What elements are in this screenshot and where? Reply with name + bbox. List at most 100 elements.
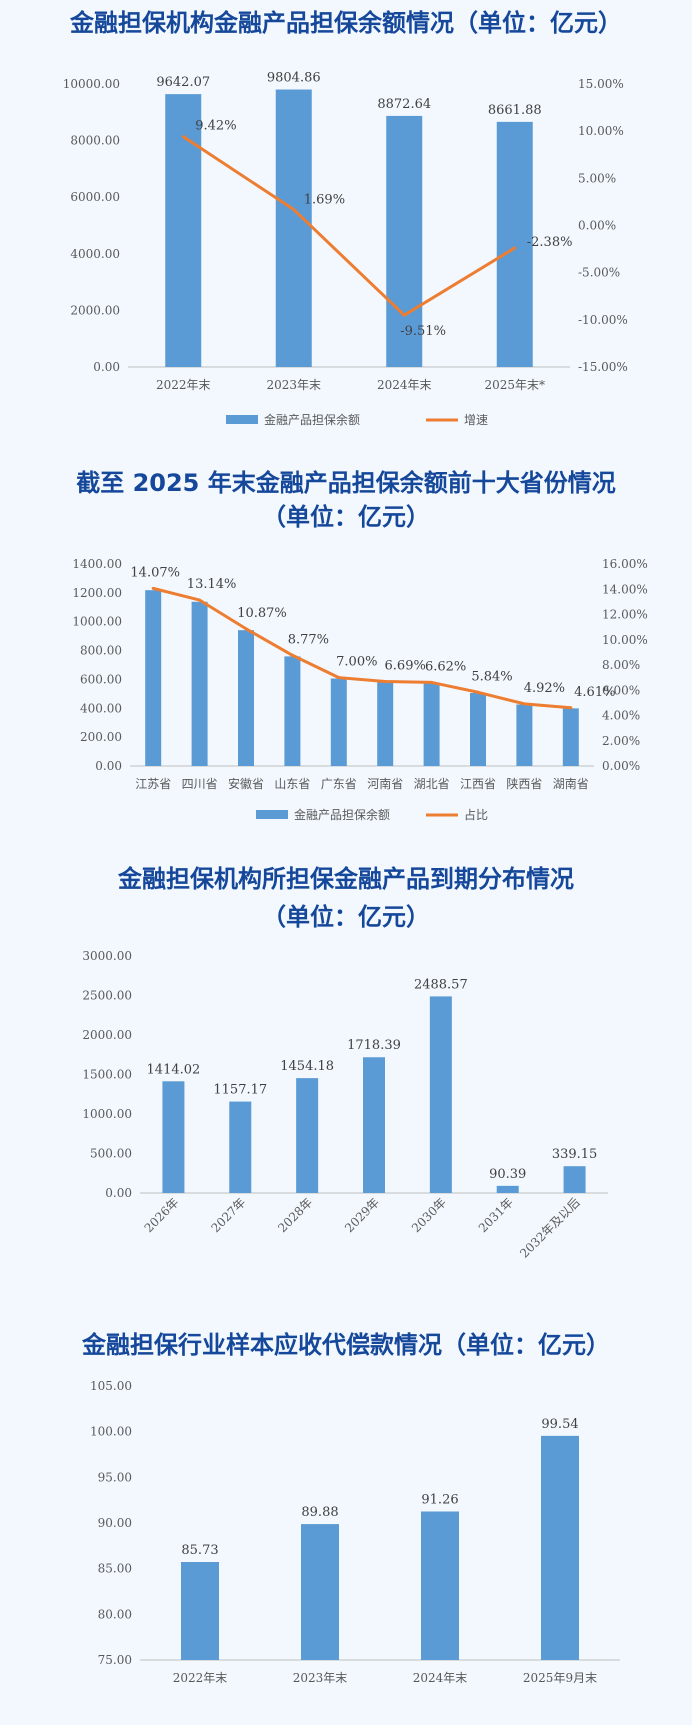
chart2-legend-swatch: [256, 810, 288, 819]
chart2-bar: [145, 590, 162, 766]
chart3-bar: [296, 1078, 319, 1193]
chart3-bar-label: 1718.39: [347, 1038, 401, 1053]
chart2-y2-tick: 6.00%: [602, 683, 640, 697]
chart1-line-point: [181, 135, 185, 139]
chart1-line-label: 1.69%: [304, 193, 345, 208]
chart2-line-label: 6.62%: [425, 659, 466, 674]
chart2-line-point: [244, 627, 248, 631]
chart2-bar: [284, 656, 301, 766]
chart1-y2-tick: 10.00%: [578, 124, 624, 138]
chart2-line-point: [151, 586, 155, 590]
chart1-x-tick: 2022年末: [156, 378, 211, 392]
chart2-line-point: [476, 690, 480, 694]
chart2-bar: [562, 708, 579, 766]
chart4-y-tick: 80.00: [98, 1607, 132, 1621]
chart2-line-point: [569, 706, 573, 710]
chart2-x-tick: 安徽省: [228, 776, 264, 791]
chart3-title-line2: （单位：亿元）: [262, 903, 430, 931]
chart2-y2-tick: 2.00%: [602, 734, 640, 748]
chart2-line-label: 8.77%: [288, 632, 329, 647]
chart2-y-tick: 0.00: [95, 759, 122, 773]
chart2-line-label: 4.92%: [524, 681, 565, 696]
chart2-y-tick: 200.00: [80, 730, 122, 744]
chart2-svg: 0.00 200.00 400.00 600.00 800.00 1000.00 1200.…: [72, 557, 647, 822]
chart2-line-label: 10.87%: [237, 606, 287, 621]
chart2-line-point: [383, 680, 387, 684]
chart1-y2-tick: -5.00%: [578, 266, 620, 280]
chart1-svg: 0.00 2000.00 4000.00 6000.00 8000.00 10000.00…: [63, 71, 628, 427]
chart3-bar-label: 1414.02: [147, 1062, 201, 1077]
chart1-line: [182, 135, 516, 317]
chart3-bar-label: 1454.18: [280, 1059, 334, 1074]
chart4-y-tick: 100.00: [90, 1425, 132, 1439]
chart2-legend-label: 金融产品担保余额: [294, 807, 390, 822]
chart1-line-point: [402, 313, 406, 317]
chart1-bar: [496, 121, 533, 367]
chart4-bar: [421, 1511, 459, 1660]
chart3-bar: [496, 1185, 519, 1193]
chart3-y-tick: 500.00: [90, 1147, 132, 1161]
chart1-line-point: [292, 208, 296, 212]
chart3-y-tick: 2000.00: [82, 1028, 132, 1042]
chart1-y2-tick: 0.00%: [578, 219, 616, 233]
chart2-line-label: 6.69%: [385, 659, 426, 674]
chart2-y-tick: 1000.00: [72, 615, 122, 629]
chart3-bar: [229, 1101, 252, 1193]
chart4-bar-label: 91.26: [421, 1492, 458, 1507]
chart3-y-tick: 3000.00: [82, 949, 132, 963]
chart1-y2-tick: 5.00%: [578, 171, 616, 185]
chart2-bar: [470, 693, 486, 766]
chart4-bar-label: 89.88: [301, 1505, 338, 1520]
chart1-y-tick: 4000.00: [70, 247, 120, 261]
chart2-line-label: 13.14%: [187, 577, 237, 592]
chart2-bar: [191, 601, 208, 766]
chart4-bar: [301, 1524, 339, 1660]
chart1-title: 金融担保机构金融产品担保余额情况（单位：亿元）: [70, 9, 622, 37]
chart2-line: [152, 586, 571, 710]
chart2-x-tick: 江苏省: [135, 777, 171, 791]
chart2-legend-label: 占比: [464, 807, 488, 822]
chart2-bar: [377, 682, 394, 766]
chart4-y-tick: 75.00: [98, 1653, 132, 1667]
chart2-y-tick: 1400.00: [72, 557, 122, 571]
chart2-x-tick: 山东省: [274, 777, 310, 791]
chart2-x-tick: 四川省: [182, 777, 218, 791]
chart2-bar: [516, 704, 533, 766]
chart2-line-label: 4.61%: [574, 685, 615, 700]
chart1-legend-label: 增速: [464, 413, 488, 427]
chart2-y2-tick: 8.00%: [602, 658, 640, 672]
chart3-y-tick: 2500.00: [82, 989, 132, 1003]
chart1-y-tick: 10000.00: [63, 77, 120, 91]
chart3-svg: 0.00 500.00 1000.00 1500.00 2000.00 2500.00 30…: [82, 949, 608, 1261]
chart4-y-tick: 90.00: [98, 1516, 132, 1530]
chart3-title-line1: 金融担保机构所担保金融产品到期分布情况: [118, 865, 574, 893]
chart3-bar-label: 2488.57: [414, 977, 468, 992]
chart2-line-label: 5.84%: [471, 669, 512, 684]
chart1-bar: [165, 94, 202, 367]
chart4-x-tick: 2022年末: [173, 1671, 228, 1685]
chart4-x-tick: 2023年末: [293, 1671, 348, 1685]
chart3-bar-label: 90.39: [489, 1167, 526, 1182]
chart1-line-label: -9.51%: [400, 324, 446, 339]
chart2-line-point: [430, 680, 434, 684]
chart2-title-line1: 截至 2025 年末金融产品担保余额前十大省份情况: [76, 469, 616, 497]
chart2-x-tick: 广东省: [321, 777, 357, 791]
chart2-x-tick: 陕西省: [506, 776, 542, 791]
chart3-bar: [363, 1057, 385, 1193]
chart4-x-tick: 2025年9月末: [523, 1671, 597, 1685]
chart2-x-tick: 湖北省: [414, 776, 450, 791]
chart3-y-tick: 1000.00: [82, 1107, 132, 1121]
chart2-bar: [238, 630, 254, 766]
chart1-y-tick: 0.00: [93, 360, 120, 374]
chart1-legend-label: 金融产品担保余额: [264, 412, 360, 427]
chart4-x-tick: 2024年末: [413, 1671, 468, 1685]
chart3-bar: [563, 1166, 586, 1193]
chart4-bar: [541, 1435, 579, 1660]
chart2-y2-tick: 0.00%: [602, 759, 640, 773]
chart3-y-tick: 1500.00: [82, 1068, 132, 1082]
chart1-x-tick: 2023年末: [266, 378, 321, 392]
chart3-bar: [162, 1081, 185, 1193]
chart2-x-tick: 江西省: [460, 777, 496, 791]
chart1-line-point: [513, 246, 517, 250]
